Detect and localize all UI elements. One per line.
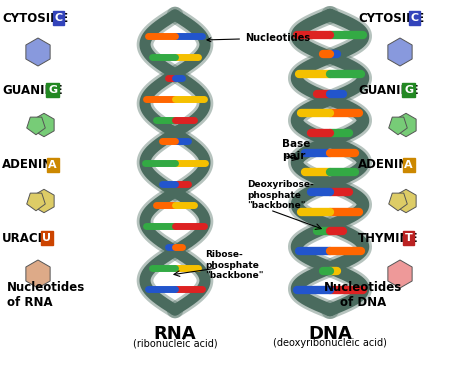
Text: CYTOSINE: CYTOSINE: [2, 11, 68, 25]
Text: GUANINE: GUANINE: [2, 83, 63, 97]
Polygon shape: [27, 117, 46, 135]
Text: A: A: [404, 160, 413, 170]
Text: A: A: [48, 160, 57, 170]
Polygon shape: [396, 113, 416, 137]
Text: CYTOSINE: CYTOSINE: [358, 11, 424, 25]
Text: Nucleotides
of RNA: Nucleotides of RNA: [7, 281, 85, 309]
Text: URACIL: URACIL: [2, 232, 51, 244]
Text: DNA: DNA: [308, 325, 352, 343]
Polygon shape: [26, 38, 50, 66]
Text: (deoxyribonucleic acid): (deoxyribonucleic acid): [273, 338, 387, 348]
Text: T: T: [405, 233, 412, 243]
Text: ADENINE: ADENINE: [358, 158, 417, 172]
Text: G: G: [48, 85, 57, 95]
Text: ADENINE: ADENINE: [2, 158, 61, 172]
Text: Base
pair: Base pair: [282, 139, 310, 161]
Polygon shape: [389, 117, 407, 135]
Polygon shape: [34, 189, 54, 213]
Text: G: G: [404, 85, 413, 95]
Text: Nucleotides
of DNA: Nucleotides of DNA: [324, 281, 402, 309]
Polygon shape: [34, 113, 54, 137]
Text: Nucleotides: Nucleotides: [207, 33, 310, 43]
Text: GUANINE: GUANINE: [358, 83, 419, 97]
Polygon shape: [396, 189, 416, 213]
Text: Ribose-
phosphate
"backbone": Ribose- phosphate "backbone": [205, 250, 264, 280]
Polygon shape: [388, 38, 412, 66]
Text: C: C: [55, 13, 63, 23]
Text: (ribonucleic acid): (ribonucleic acid): [133, 338, 217, 348]
Polygon shape: [389, 193, 407, 211]
Text: U: U: [42, 233, 51, 243]
Text: C: C: [410, 13, 419, 23]
Text: THYMINE: THYMINE: [358, 232, 419, 244]
Text: RNA: RNA: [154, 325, 196, 343]
Polygon shape: [26, 260, 50, 288]
Polygon shape: [388, 260, 412, 288]
Polygon shape: [27, 193, 46, 211]
Text: Deoxyribose-
phosphate
"backbone": Deoxyribose- phosphate "backbone": [247, 180, 314, 210]
